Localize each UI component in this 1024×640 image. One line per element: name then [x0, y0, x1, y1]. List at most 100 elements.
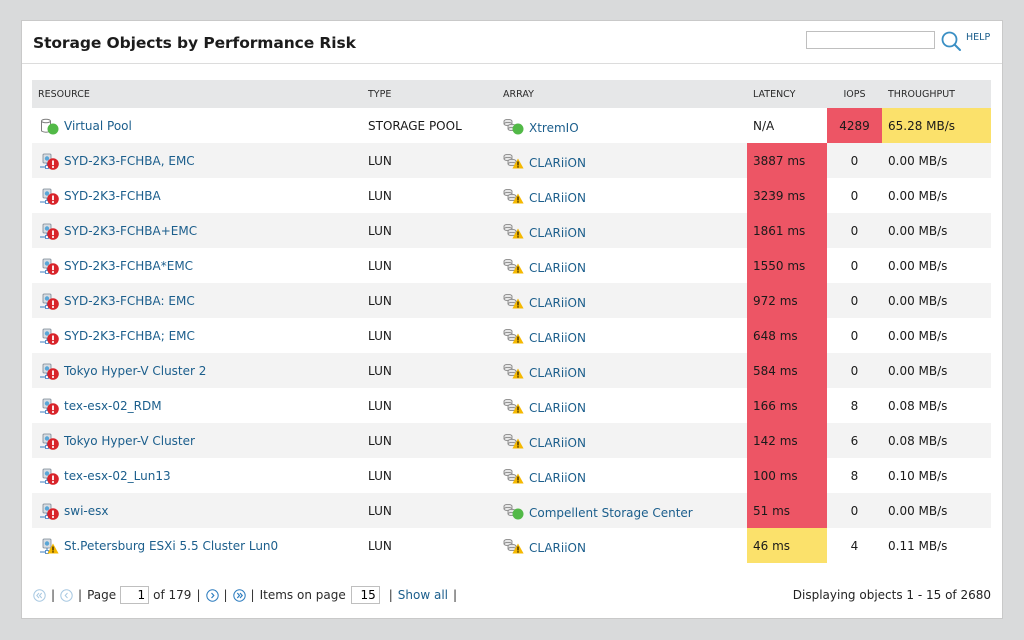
resource-link[interactable]: St.Petersburg ESXi 5.5 Cluster Lun0: [64, 538, 279, 553]
search-input[interactable]: [806, 31, 935, 49]
resource-link[interactable]: SYD-2K3-FCHBA: EMC: [64, 293, 195, 308]
resource-link[interactable]: SYD-2K3-FCHBA: [64, 188, 161, 203]
array-link[interactable]: CLARiiON: [529, 155, 586, 170]
page-number-input[interactable]: [120, 586, 150, 604]
show-all-link[interactable]: Show all: [397, 588, 448, 602]
column-header-throughput[interactable]: THROUGHPUT: [888, 88, 955, 100]
resource-cell: SYD-2K3-FCHBA, EMC: [32, 143, 362, 178]
table-row: St.Petersburg ESXi 5.5 Cluster Lun0 LUN CL…: [32, 528, 991, 563]
page-label: Page: [87, 588, 117, 602]
iops-cell: 0: [850, 223, 859, 238]
array-link[interactable]: CLARiiON: [529, 400, 586, 415]
iops-cell: 0: [850, 258, 859, 273]
type-cell: LUN: [368, 188, 392, 203]
resource-link[interactable]: tex-esx-02_Lun13: [64, 468, 171, 483]
column-header-iops[interactable]: IOPS: [843, 88, 866, 100]
array-link[interactable]: XtremIO: [529, 120, 579, 135]
array-link[interactable]: CLARiiON: [529, 225, 586, 240]
previous-page-icon[interactable]: [60, 588, 73, 602]
array-link[interactable]: CLARiiON: [529, 540, 586, 555]
latency-cell: 584 ms: [747, 353, 827, 388]
table-header-row: RESOURCE TYPE ARRAY LATENCY IOPS THROUGH…: [32, 80, 991, 108]
array-link[interactable]: CLARiiON: [529, 365, 586, 380]
resource-link[interactable]: SYD-2K3-FCHBA+EMC: [64, 223, 198, 238]
column-header-latency[interactable]: LATENCY: [753, 88, 796, 100]
first-page-icon[interactable]: [33, 588, 46, 602]
storage-array-icon: [503, 292, 529, 310]
type-cell: LUN: [368, 328, 392, 343]
resource-cell: SYD-2K3-FCHBA; EMC: [32, 318, 362, 353]
last-page-icon[interactable]: [232, 588, 246, 602]
panel-header: Storage Objects by Performance Risk HELP: [22, 21, 1002, 64]
storage-array-icon: [503, 222, 529, 240]
table-row: SYD-2K3-FCHBA; EMC LUN CLARiiON 648 ms 0 0.00…: [32, 318, 991, 353]
help-link[interactable]: HELP: [966, 32, 991, 43]
type-cell: LUN: [368, 223, 392, 238]
storage-array-icon: [503, 257, 529, 275]
latency-cell: 972 ms: [747, 283, 827, 318]
array-link[interactable]: CLARiiON: [529, 260, 586, 275]
array-link[interactable]: CLARiiON: [529, 295, 586, 310]
separator: |: [78, 588, 83, 602]
iops-cell: 4: [850, 538, 859, 553]
latency-cell: N/A: [753, 118, 775, 133]
resource-link[interactable]: Tokyo Hyper-V Cluster: [64, 433, 195, 448]
resource-link[interactable]: Tokyo Hyper-V Cluster 2: [64, 363, 207, 378]
lun-icon: [38, 502, 64, 520]
throughput-cell: 0.00 MB/s: [888, 223, 948, 238]
pager: | | Page of 179 | | | Items on page | Sh…: [33, 584, 462, 606]
search-icon[interactable]: [940, 30, 962, 52]
array-cell: Compellent Storage Center: [497, 493, 747, 528]
lun-icon: [38, 537, 64, 555]
resource-link[interactable]: swi-esx: [64, 503, 109, 518]
table-row: tex-esx-02_Lun13 LUN CLARiiON 100 ms 8 0.10 M…: [32, 458, 991, 493]
array-cell: XtremIO: [497, 108, 747, 143]
throughput-cell: 0.00 MB/s: [888, 363, 948, 378]
table-row: tex-esx-02_RDM LUN CLARiiON 166 ms 8 0.08 MB/…: [32, 388, 991, 423]
column-header-type[interactable]: TYPE: [368, 88, 392, 100]
displaying-count: Displaying objects 1 - 15 of 2680: [792, 588, 991, 602]
separator: |: [388, 588, 393, 602]
type-cell: LUN: [368, 398, 392, 413]
storage-array-icon: [503, 362, 529, 380]
resource-cell: St.Petersburg ESXi 5.5 Cluster Lun0: [32, 528, 362, 563]
resource-link[interactable]: tex-esx-02_RDM: [64, 398, 162, 413]
items-on-page-label: Items on page: [259, 588, 346, 602]
table-row: Tokyo Hyper-V Cluster LUN CLARiiON 142 ms 6 0…: [32, 423, 991, 458]
items-per-page-input[interactable]: [350, 586, 380, 604]
array-link[interactable]: CLARiiON: [529, 330, 586, 345]
iops-cell: 0: [850, 363, 859, 378]
separator: |: [223, 588, 228, 602]
array-cell: CLARiiON: [497, 528, 747, 563]
latency-cell: 1861 ms: [747, 213, 827, 248]
table-row: SYD-2K3-FCHBA: EMC LUN CLARiiON 972 ms 0 0.00…: [32, 283, 991, 318]
latency-cell: 166 ms: [747, 388, 827, 423]
array-link[interactable]: CLARiiON: [529, 470, 586, 485]
storage-pool-icon: [38, 117, 64, 135]
iops-cell: 0: [850, 188, 859, 203]
storage-array-icon: [503, 327, 529, 345]
throughput-cell: 0.00 MB/s: [888, 293, 948, 308]
column-header-array[interactable]: ARRAY: [503, 88, 534, 100]
resource-link[interactable]: Virtual Pool: [64, 118, 132, 133]
resource-link[interactable]: SYD-2K3-FCHBA*EMC: [64, 258, 194, 273]
next-page-icon[interactable]: [205, 588, 219, 602]
resource-cell: SYD-2K3-FCHBA+EMC: [32, 213, 362, 248]
array-cell: CLARiiON: [497, 423, 747, 458]
resource-link[interactable]: SYD-2K3-FCHBA; EMC: [64, 328, 195, 343]
resource-cell: Tokyo Hyper-V Cluster 2: [32, 353, 362, 388]
array-link[interactable]: Compellent Storage Center: [529, 505, 693, 520]
resource-link[interactable]: SYD-2K3-FCHBA, EMC: [64, 153, 195, 168]
table-row: SYD-2K3-FCHBA LUN CLARiiON 3239 ms 0 0.00 MB/…: [32, 178, 991, 213]
array-link[interactable]: CLARiiON: [529, 435, 586, 450]
storage-array-icon: [503, 467, 529, 485]
throughput-cell: 0.00 MB/s: [888, 188, 948, 203]
latency-cell: 142 ms: [747, 423, 827, 458]
lun-icon: [38, 257, 64, 275]
type-cell: LUN: [368, 293, 392, 308]
throughput-cell: 0.00 MB/s: [888, 503, 948, 518]
lun-icon: [38, 467, 64, 485]
table-row: SYD-2K3-FCHBA*EMC LUN CLARiiON 1550 ms 0 0.00…: [32, 248, 991, 283]
column-header-resource[interactable]: RESOURCE: [38, 88, 90, 100]
array-link[interactable]: CLARiiON: [529, 190, 586, 205]
